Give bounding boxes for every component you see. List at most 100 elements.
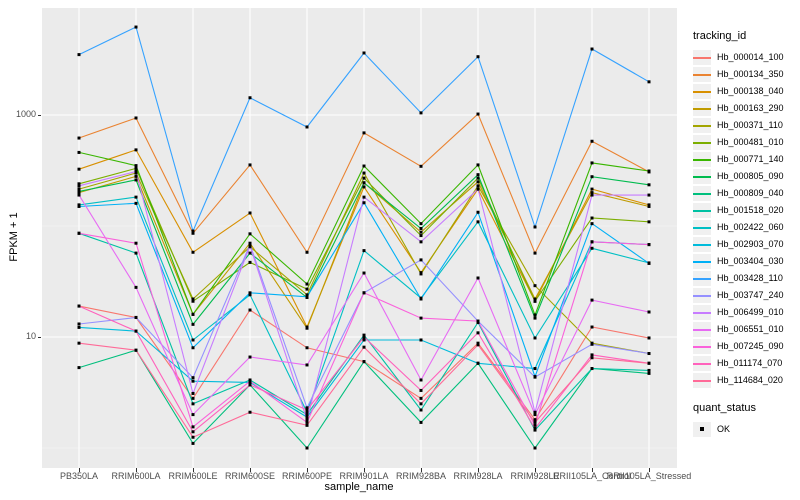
quant-ok-point [590, 240, 594, 244]
quant-ok-point [305, 446, 309, 450]
quant-ok-point [476, 343, 480, 347]
quant-ok-point [134, 174, 138, 178]
quant-ok-point [476, 210, 480, 214]
legend-key-line-icon [693, 261, 711, 263]
legend-entry-Hb_000771_140: Hb_000771_140 [693, 151, 799, 168]
quant-ok-point-icon [700, 427, 704, 431]
quant-ok-point [77, 304, 81, 308]
quant-ok-point [191, 391, 195, 395]
quant-ok-point [77, 322, 81, 326]
legend-key [693, 356, 711, 371]
quant-ok-point [191, 376, 195, 380]
legend-key-line-icon [693, 278, 711, 280]
x-tick-label-RRIM928BA: RRIM928BA [395, 471, 447, 481]
quant-ok-point [419, 402, 423, 406]
quant-ok-point [362, 271, 366, 275]
quant-ok-point [134, 241, 138, 245]
quant-ok-point [248, 251, 252, 255]
legend-label: Hb_000138_040 [717, 86, 784, 96]
x-tick-mark [478, 468, 479, 472]
legend-key [693, 220, 711, 235]
x-tick-label-RRIM600SE: RRIM600SE [224, 471, 276, 481]
legend-entry-Hb_000805_090: Hb_000805_090 [693, 168, 799, 185]
legend-key [693, 50, 711, 65]
legend-label: Hb_000163_290 [717, 103, 784, 113]
quant-ok-point [305, 295, 309, 299]
quant-ok-point [77, 325, 81, 329]
quant-ok-point [191, 435, 195, 439]
quant-ok-point [590, 193, 594, 197]
quant-ok-point [533, 316, 537, 320]
quant-ok-point [590, 187, 594, 191]
plot-svg [42, 8, 677, 468]
legend-entry-Hb_006551_010: Hb_006551_010 [693, 321, 799, 338]
quant-ok-point [77, 182, 81, 186]
quant-ok-point [134, 148, 138, 152]
quant-ok-point [476, 112, 480, 116]
quant-ok-point [647, 361, 651, 365]
legend-key-line-icon [693, 142, 711, 144]
quant-ok-point [647, 261, 651, 265]
quant-ok-point [419, 338, 423, 342]
legend-key [693, 84, 711, 99]
quant-ok-point [191, 346, 195, 350]
quant-ok-point [77, 150, 81, 154]
quant-ok-point [590, 191, 594, 195]
legend-label: Hb_001518_020 [717, 205, 784, 215]
legend-key-line-icon [693, 295, 711, 297]
x-tick-mark [79, 468, 80, 472]
legend-label: Hb_000134_350 [717, 69, 784, 79]
quant-ok-point [647, 310, 651, 314]
legend-key-line-icon [693, 176, 711, 178]
quant-ok-point [476, 173, 480, 177]
legend-entry-Hb_000014_100: Hb_000014_100 [693, 49, 799, 66]
quant-ok-point [476, 331, 480, 335]
quant-ok-point [362, 131, 366, 135]
x-tick-mark [307, 468, 308, 472]
quant-ok-point [362, 51, 366, 55]
quant-ok-point [590, 222, 594, 226]
quant-ok-point [248, 96, 252, 100]
legend-key-line-icon [693, 193, 711, 195]
quant-ok-point [419, 316, 423, 320]
quant-ok-point [362, 176, 366, 180]
legend-key [693, 101, 711, 116]
quant-ok-point [533, 251, 537, 255]
legend-entry-Hb_011174_070: Hb_011174_070 [693, 355, 799, 372]
legend-key-line-icon [693, 329, 711, 331]
quant-ok-point [476, 276, 480, 280]
quant-ok-point [134, 178, 138, 182]
quant-ok-point [77, 231, 81, 235]
quant-ok-point [77, 187, 81, 191]
legend-label: Hb_000809_040 [717, 188, 784, 198]
quant-ok-point [77, 204, 81, 208]
quant-ok-point [476, 319, 480, 323]
quant-ok-point [362, 195, 366, 199]
x-tick-mark [250, 468, 251, 472]
legend-key [693, 237, 711, 252]
legend-key [693, 67, 711, 82]
quant-ok-point [77, 341, 81, 345]
plot-panel [42, 8, 677, 468]
quant-ok-point [134, 251, 138, 255]
quant-ok-point [590, 47, 594, 51]
quant-ok-point [533, 420, 537, 424]
quant-ok-point [419, 164, 423, 168]
quant-ok-point [419, 378, 423, 382]
quant-ok-point [305, 408, 309, 412]
quant-ok-point [248, 293, 252, 297]
quant-ok-point [191, 297, 195, 301]
quant-ok-point [476, 361, 480, 365]
x-tick-label-RRIM600LA: RRIM600LA [111, 471, 161, 481]
x-tick-label-RRIM901LA: RRIM901LA [339, 471, 389, 481]
quant-ok-point [419, 222, 423, 226]
quant-ok-point [647, 203, 651, 207]
quant-ok-point [476, 341, 480, 345]
quant-ok-point [191, 250, 195, 254]
quant-ok-point [419, 226, 423, 230]
x-tick-label-RRIM928LE: RRIM928LE [510, 471, 560, 481]
quant-ok-point [77, 193, 81, 197]
quant-ok-point [134, 166, 138, 170]
quant-ok-point [590, 161, 594, 165]
